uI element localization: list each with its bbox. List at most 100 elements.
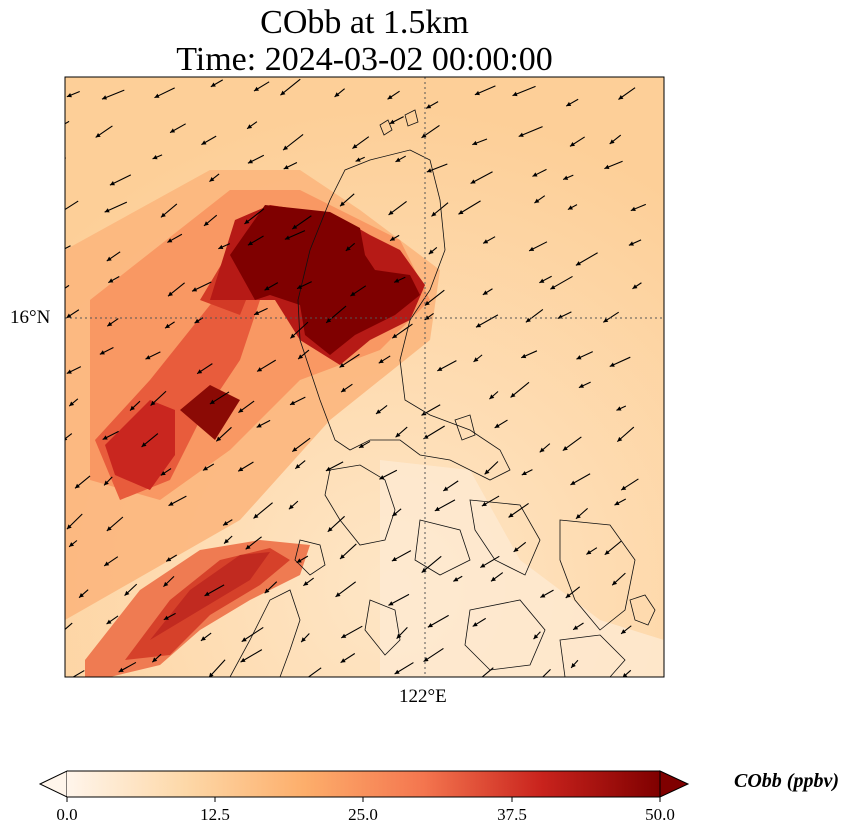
wind-arrow-head xyxy=(197,369,203,374)
wind-arrow-head xyxy=(224,538,229,544)
wind-arrow-head xyxy=(532,172,538,177)
wind-arrow-head xyxy=(66,369,72,374)
wind-arrow-head xyxy=(395,157,401,162)
wind-arrow-head xyxy=(288,504,294,510)
wind-arrow-head xyxy=(218,244,224,250)
wind-arrow-head xyxy=(124,590,130,596)
wind-arrow-head xyxy=(375,409,381,414)
wind-arrow-head xyxy=(617,436,623,442)
colorbar-tick-label: 0.0 xyxy=(56,805,78,824)
wind-arrow-head xyxy=(95,132,101,138)
wind-arrow-head xyxy=(296,558,302,563)
wind-arrow-head xyxy=(340,554,345,560)
wind-arrow-head xyxy=(421,133,427,138)
wind-arrow-head xyxy=(529,246,535,251)
map-frame xyxy=(64,76,665,678)
wind-arrow-head xyxy=(247,240,253,246)
wind-arrow-head xyxy=(154,93,160,98)
wind-arrow-head xyxy=(160,212,166,218)
wind-arrow-head xyxy=(223,521,229,526)
wind-arrow-head xyxy=(327,526,333,532)
wind-arrow-head xyxy=(571,662,576,668)
wind-arrow-head xyxy=(241,637,247,642)
wind-arrow-head xyxy=(150,400,156,406)
wind-arrow-head xyxy=(345,246,351,251)
wind-arrow-head xyxy=(341,633,347,638)
wind-arrow-head xyxy=(421,567,427,573)
wind-arrow-head xyxy=(163,581,169,587)
wind-arrow-head xyxy=(540,593,546,598)
wind-arrow-head xyxy=(283,145,289,151)
wind-arrow-head xyxy=(562,446,568,451)
wind-arrow-head xyxy=(394,278,400,283)
wind-arrow-head xyxy=(578,383,584,388)
wind-arrow-head xyxy=(576,355,582,360)
wind-arrow-head xyxy=(475,323,482,328)
wind-arrow xyxy=(65,284,70,289)
wind-arrow-head xyxy=(473,357,479,362)
wind-arrow-head xyxy=(165,323,171,329)
wind-arrow-head xyxy=(518,132,524,137)
wind-arrow-head xyxy=(573,625,579,630)
wind-arrow-head xyxy=(618,95,624,100)
wind-arrow-head xyxy=(66,313,72,318)
wind-arrow-head xyxy=(264,286,270,291)
wind-arrow-head xyxy=(612,580,618,586)
wind-arrow-head xyxy=(423,657,429,662)
wind-arrow-head xyxy=(510,392,516,398)
wind-arrow-head xyxy=(390,236,396,241)
wind-arrow-head xyxy=(603,317,609,323)
colorbar-gradient xyxy=(67,771,660,797)
colorbar-min-extend xyxy=(38,770,68,798)
wind-arrow-head xyxy=(325,466,331,471)
wind-arrow-head xyxy=(566,101,572,107)
wind-arrow-head xyxy=(192,287,198,292)
wind-arrow-head xyxy=(145,355,151,360)
wind-arrow-head xyxy=(604,164,610,170)
colorbar-tick-label: 25.0 xyxy=(348,805,378,824)
wind-arrow-head xyxy=(168,291,173,297)
wind-arrow-head xyxy=(482,290,488,295)
wind-arrow-head xyxy=(256,423,262,428)
wind-arrow-head xyxy=(79,592,84,598)
wind-arrow-head xyxy=(99,350,105,355)
wind-arrow-head xyxy=(297,284,303,289)
colorbar-tick-label: 12.5 xyxy=(200,805,230,824)
wind-arrow-head xyxy=(437,366,443,371)
wind-arrow-head xyxy=(443,486,449,491)
wind-arrow-head xyxy=(160,470,166,476)
wind-arrow-head xyxy=(494,423,500,428)
wind-arrow-head xyxy=(426,104,432,109)
wind-vectors xyxy=(65,78,646,677)
wind-arrow-head xyxy=(106,526,112,531)
wind-arrow-head xyxy=(575,514,581,519)
wind-arrow-head xyxy=(66,92,72,98)
wind-arrow-head xyxy=(152,155,158,160)
wind-arrow-head xyxy=(107,321,113,327)
wind-arrow-head xyxy=(340,658,346,663)
wind-arrow-head xyxy=(301,637,306,643)
wind-arrow-head xyxy=(341,387,347,393)
wind-arrow-head xyxy=(109,181,115,186)
wind-arrow-head xyxy=(534,198,540,204)
wind-arrow-head xyxy=(350,291,356,297)
wind-arrow-head xyxy=(483,239,489,244)
wind-arrow-head xyxy=(525,317,531,323)
wind-arrow-head xyxy=(604,550,610,555)
wind-arrow-head xyxy=(387,94,393,100)
wind-arrow-head xyxy=(392,333,398,339)
wind-arrow-head xyxy=(563,175,569,180)
wind-arrow-head xyxy=(303,581,309,586)
wind-arrow-head xyxy=(609,362,615,367)
wind-arrow-head xyxy=(470,179,476,184)
wind-arrow-head xyxy=(257,367,263,372)
wind-arrow-head xyxy=(621,629,627,634)
lat-tick-label: 16°N xyxy=(10,307,51,328)
wind-arrow xyxy=(65,200,79,211)
wind-arrow-head xyxy=(340,201,345,207)
wind-arrow-head xyxy=(108,278,114,283)
wind-arrow-head xyxy=(622,673,628,677)
wind-arrow-head xyxy=(289,400,296,405)
wind-arrow xyxy=(65,120,70,125)
